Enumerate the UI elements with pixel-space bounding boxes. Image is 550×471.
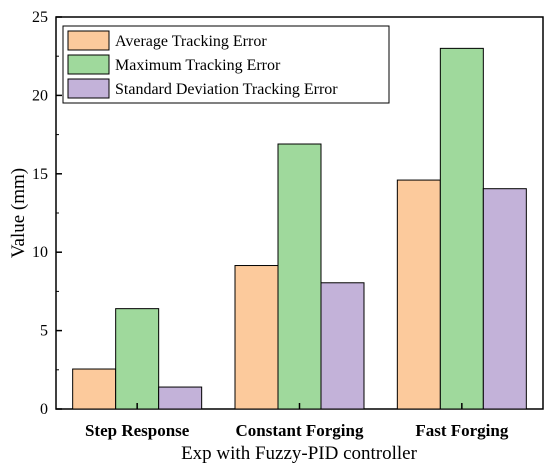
y-axis-ticks: 0 5 10 15 20 25 [32, 9, 62, 418]
x-tick-label: Step Response [85, 421, 190, 440]
bar-step-response-series-1 [72, 368, 117, 410]
x-tick-label: Constant Forging [236, 421, 364, 440]
x-tick-label: Fast Forging [415, 421, 509, 440]
y-tick-label: 25 [32, 9, 48, 26]
legend-swatch-average [67, 30, 110, 51]
x-axis-ticks: Step Response Constant Forging Fast Forgin… [85, 403, 509, 440]
bar-step-response-series-3 [158, 386, 203, 410]
y-tick-label: 20 [32, 87, 48, 104]
bars-group [72, 47, 527, 410]
bar-constant-forging-series-3 [320, 282, 365, 410]
bar-constant-forging-series-2 [277, 143, 322, 410]
bar-step-response-series-2 [115, 308, 160, 410]
legend-label-average: Average Tracking Error [115, 33, 267, 50]
legend: Average Tracking Error Maximum Tracking … [62, 25, 390, 104]
y-tick-label: 0 [40, 401, 48, 418]
y-tick-label: 15 [32, 166, 48, 183]
y-tick-label: 5 [40, 323, 48, 340]
y-axis-title: Value (mm) [8, 168, 29, 258]
legend-swatch-std-dev [67, 78, 110, 99]
legend-label-std-dev: Standard Deviation Tracking Error [115, 81, 338, 98]
x-axis-title: Exp with Fuzzy-PID controller [181, 443, 418, 464]
bar-fast-forging-series-1 [396, 179, 441, 410]
bar-constant-forging-series-1 [234, 265, 279, 410]
legend-swatch-maximum [67, 54, 110, 75]
legend-label-maximum: Maximum Tracking Error [115, 57, 281, 74]
y-tick-label: 10 [32, 244, 48, 261]
legend-box [62, 25, 390, 104]
bar-fast-forging-series-2 [439, 47, 484, 410]
bar-fast-forging-series-3 [482, 188, 527, 410]
